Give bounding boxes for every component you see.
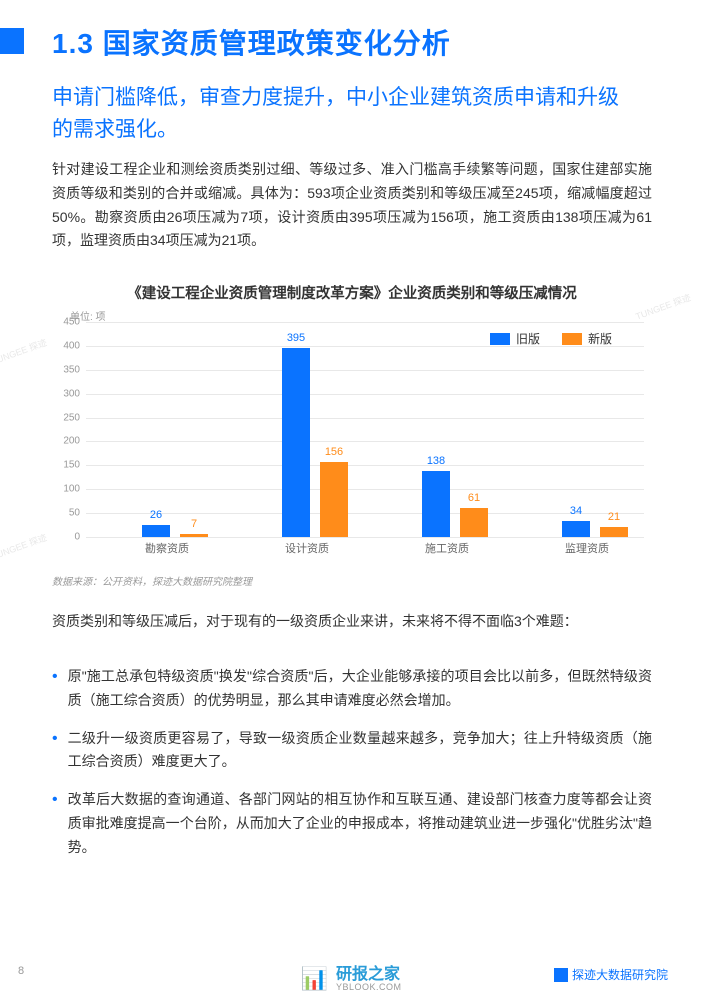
page-number: 8 — [18, 965, 24, 977]
section-title: 1.3 国家资质管理政策变化分析 — [52, 22, 451, 62]
bg-watermark: TUNGEE 探迹 — [0, 530, 48, 562]
bar-value-label: 26 — [136, 509, 176, 521]
chart-plot-area: 0501001502002503003504004502673951561386… — [64, 322, 644, 537]
footer-logo: 探迹大数据研究院 — [554, 966, 668, 983]
bar-new: 61 — [460, 508, 488, 537]
bar-value-label: 61 — [454, 492, 494, 504]
x-label-1: 设计资质 — [252, 540, 362, 556]
bar-old: 34 — [562, 521, 590, 537]
bullet-list: • 原"施工总承包特级资质"换发"综合资质"后，大企业能够承接的项目会比以前多，… — [52, 665, 652, 874]
grid-line — [86, 370, 644, 371]
body-paragraph-2: 资质类别和等级压减后，对于现有的一级资质企业来讲，未来将不得不面临3个难题： — [52, 610, 652, 634]
bullet-marker-icon: • — [52, 727, 58, 775]
chart-source: 数据来源：公开资料，探迹大数据研究院整理 — [52, 573, 252, 588]
section-marker — [0, 28, 24, 54]
bullet-text: 改革后大数据的查询通道、各部门网站的相互协作和互联互通、建设部门核查力度等都会让… — [68, 788, 652, 859]
bar-new: 21 — [600, 527, 628, 537]
grid-line — [86, 489, 644, 490]
bar-value-label: 156 — [314, 446, 354, 458]
body-paragraph-1: 针对建设工程企业和测绘资质类别过细、等级过多、准入门槛高手续繁等问题，国家住建部… — [52, 158, 652, 253]
bar-old: 26 — [142, 525, 170, 537]
section-heading: 国家资质管理政策变化分析 — [103, 28, 451, 59]
grid-line — [86, 418, 644, 419]
watermark: 📊 研报之家 YBLOOK.COM — [301, 966, 402, 993]
bullet-marker-icon: • — [52, 665, 58, 713]
x-label-2: 施工资质 — [392, 540, 502, 556]
y-axis-label: 300 — [56, 388, 80, 399]
bar-value-label: 7 — [174, 518, 214, 530]
bullet-item: • 二级升一级资质更容易了，导致一级资质企业数量越来越多，竞争加大；往上升特级资… — [52, 727, 652, 775]
grid-line — [86, 465, 644, 466]
bar-value-label: 21 — [594, 511, 634, 523]
bar-old: 138 — [422, 471, 450, 537]
y-axis-label: 100 — [56, 484, 80, 495]
grid-line — [86, 394, 644, 395]
x-label-0: 勘察资质 — [112, 540, 222, 556]
chart-title: 《建设工程企业资质管理制度改革方案》企业资质类别和等级压减情况 — [52, 282, 652, 303]
watermark-text: 研报之家 YBLOOK.COM — [336, 966, 402, 993]
bar-value-label: 34 — [556, 505, 596, 517]
y-axis-label: 450 — [56, 317, 80, 328]
footer-logo-text: 探迹大数据研究院 — [572, 966, 668, 983]
grid-line — [86, 346, 644, 347]
x-label-3: 监理资质 — [532, 540, 642, 556]
grid-line — [86, 441, 644, 442]
subtitle: 申请门槛降低，审查力度提升，中小企业建筑资质申请和升级的需求强化。 — [52, 82, 632, 145]
y-axis-label: 200 — [56, 436, 80, 447]
bar-new: 7 — [180, 534, 208, 537]
y-axis-label: 400 — [56, 340, 80, 351]
grid-line — [86, 537, 644, 538]
bar-new: 156 — [320, 462, 348, 537]
y-axis-label: 150 — [56, 460, 80, 471]
footer-logo-icon — [554, 968, 568, 982]
bar-chart: 单位: 项 旧版 新版 0501001502002503003504004502… — [52, 308, 652, 570]
bullet-marker-icon: • — [52, 788, 58, 859]
y-axis-label: 0 — [56, 532, 80, 543]
section-number: 1.3 — [52, 28, 94, 59]
bullet-text: 原"施工总承包特级资质"换发"综合资质"后，大企业能够承接的项目会比以前多，但既… — [68, 665, 652, 713]
watermark-icon: 📊 — [301, 966, 328, 992]
watermark-en: YBLOOK.COM — [336, 983, 402, 993]
y-axis-label: 250 — [56, 412, 80, 423]
bg-watermark: TUNGEE 探迹 — [0, 335, 48, 367]
grid-line — [86, 322, 644, 323]
bullet-text: 二级升一级资质更容易了，导致一级资质企业数量越来越多，竞争加大；往上升特级资质（… — [68, 727, 652, 775]
bar-value-label: 138 — [416, 455, 456, 467]
bullet-item: • 改革后大数据的查询通道、各部门网站的相互协作和互联互通、建设部门核查力度等都… — [52, 788, 652, 859]
bar-old: 395 — [282, 348, 310, 537]
y-axis-label: 50 — [56, 508, 80, 519]
bullet-item: • 原"施工总承包特级资质"换发"综合资质"后，大企业能够承接的项目会比以前多，… — [52, 665, 652, 713]
y-axis-label: 350 — [56, 364, 80, 375]
bar-value-label: 395 — [276, 332, 316, 344]
watermark-cn: 研报之家 — [336, 966, 402, 984]
